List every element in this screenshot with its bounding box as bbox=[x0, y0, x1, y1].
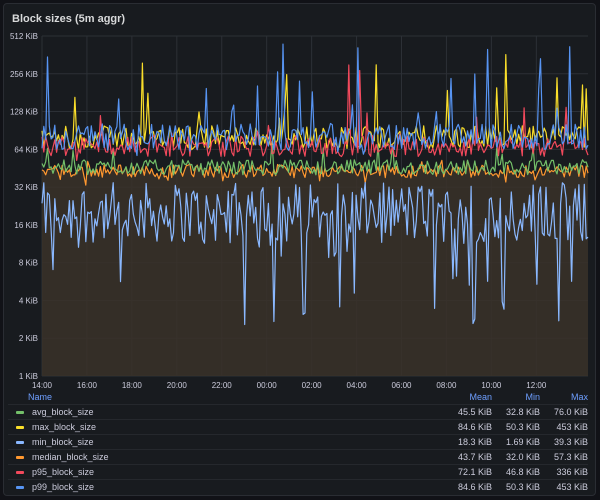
legend-min: 50.3 KiB bbox=[505, 422, 540, 432]
legend-min: 32.0 KiB bbox=[505, 452, 540, 462]
legend-swatch bbox=[16, 485, 24, 489]
x-tick-label: 04:00 bbox=[347, 381, 368, 390]
legend-name: avg_block_size bbox=[8, 407, 444, 417]
panel-title[interactable]: Block sizes (5m aggr) bbox=[12, 13, 126, 25]
legend-header-max[interactable]: Max bbox=[570, 392, 588, 402]
y-tick-label: 64 KiB bbox=[14, 145, 38, 154]
series-line-min_block_size bbox=[41, 182, 589, 326]
legend-mean: 84.6 KiB bbox=[457, 482, 492, 492]
legend-min: 32.8 KiB bbox=[505, 407, 540, 417]
x-tick-label: 16:00 bbox=[77, 381, 98, 390]
legend-mean: 18.3 KiB bbox=[457, 437, 492, 447]
y-tick-label: 512 KiB bbox=[10, 32, 38, 41]
series-line-avg_block_size bbox=[41, 140, 589, 176]
legend-swatch bbox=[16, 425, 24, 429]
x-tick-label: 18:00 bbox=[122, 381, 143, 390]
legend-label: median_block_size bbox=[32, 452, 109, 462]
legend-row-min_block_size[interactable]: min_block_size 18.3 KiB 1.69 KiB 39.3 KiB bbox=[8, 434, 588, 449]
legend-name: p95_block_size bbox=[8, 467, 444, 477]
legend-max: 39.3 KiB bbox=[553, 437, 588, 447]
series-line-p99_block_size bbox=[41, 43, 589, 157]
legend-mean: 72.1 KiB bbox=[457, 467, 492, 477]
legend-max: 336 KiB bbox=[556, 467, 588, 477]
legend-row-avg_block_size[interactable]: avg_block_size 45.5 KiB 32.8 KiB 76.0 KiB bbox=[8, 404, 588, 419]
legend-row-max_block_size[interactable]: max_block_size 84.6 KiB 50.3 KiB 453 KiB bbox=[8, 419, 588, 434]
legend-max: 76.0 KiB bbox=[553, 407, 588, 417]
legend-row-p95_block_size[interactable]: p95_block_size 72.1 KiB 46.8 KiB 336 KiB bbox=[8, 464, 588, 479]
x-tick-label: 10:00 bbox=[481, 381, 502, 390]
legend-swatch bbox=[16, 470, 24, 474]
timeseries-chart[interactable]: 1 KiB 2 KiB 4 KiB 8 KiB 16 KiB 32 KiB 64 KiB 12… bbox=[0, 0, 600, 392]
x-tick-label: 12:00 bbox=[526, 381, 547, 390]
series-line-p95_block_size bbox=[41, 64, 589, 161]
legend-mean: 84.6 KiB bbox=[457, 422, 492, 432]
x-tick-label: 06:00 bbox=[391, 381, 412, 390]
legend-mean: 43.7 KiB bbox=[457, 452, 492, 462]
x-tick-label: 22:00 bbox=[212, 381, 233, 390]
series-area-fill bbox=[42, 160, 588, 376]
legend-table: Name Mean Min Max avg_block_size 45.5 KiB… bbox=[8, 390, 588, 494]
legend-name: median_block_size bbox=[8, 452, 444, 462]
x-tick-label: 14:00 bbox=[32, 381, 53, 390]
legend-header-min[interactable]: Min bbox=[525, 392, 540, 402]
legend-max: 453 KiB bbox=[556, 422, 588, 432]
legend-row-median_block_size[interactable]: median_block_size 43.7 KiB 32.0 KiB 57.3 Ki… bbox=[8, 449, 588, 464]
legend-name: p99_block_size bbox=[8, 482, 444, 492]
x-tick-label: 08:00 bbox=[436, 381, 457, 390]
legend-min: 46.8 KiB bbox=[505, 467, 540, 477]
legend-label: avg_block_size bbox=[32, 407, 94, 417]
x-tick-label: 02:00 bbox=[302, 381, 323, 390]
y-tick-label: 8 KiB bbox=[19, 259, 38, 268]
legend-swatch bbox=[16, 440, 24, 444]
legend-header: Name Mean Min Max bbox=[8, 390, 588, 404]
legend-swatch bbox=[16, 455, 24, 459]
legend-min: 50.3 KiB bbox=[505, 482, 540, 492]
legend-label: p99_block_size bbox=[32, 482, 95, 492]
legend-max: 57.3 KiB bbox=[553, 452, 588, 462]
y-tick-label: 128 KiB bbox=[10, 108, 38, 117]
y-tick-label: 1 KiB bbox=[19, 372, 38, 381]
y-tick-label: 16 KiB bbox=[14, 221, 38, 230]
legend-name: min_block_size bbox=[8, 437, 444, 447]
series-line-median_block_size bbox=[41, 159, 589, 186]
y-tick-label: 2 KiB bbox=[19, 334, 38, 343]
legend-mean: 45.5 KiB bbox=[457, 407, 492, 417]
y-tick-label: 32 KiB bbox=[14, 183, 38, 192]
legend-header-mean[interactable]: Mean bbox=[469, 392, 492, 402]
y-tick-label: 256 KiB bbox=[10, 70, 38, 79]
legend-label: max_block_size bbox=[32, 422, 97, 432]
legend-name: max_block_size bbox=[8, 422, 444, 432]
legend-header-name[interactable]: Name bbox=[28, 392, 53, 402]
legend-row-p99_block_size[interactable]: p99_block_size 84.6 KiB 50.3 KiB 453 KiB bbox=[8, 479, 588, 494]
legend-swatch bbox=[16, 410, 24, 414]
legend-max: 453 KiB bbox=[556, 482, 588, 492]
x-tick-label: 20:00 bbox=[167, 381, 188, 390]
legend-label: min_block_size bbox=[32, 437, 94, 447]
y-tick-label: 4 KiB bbox=[19, 296, 38, 305]
legend-label: p95_block_size bbox=[32, 467, 95, 477]
x-tick-label: 00:00 bbox=[257, 381, 278, 390]
legend-min: 1.69 KiB bbox=[505, 437, 540, 447]
